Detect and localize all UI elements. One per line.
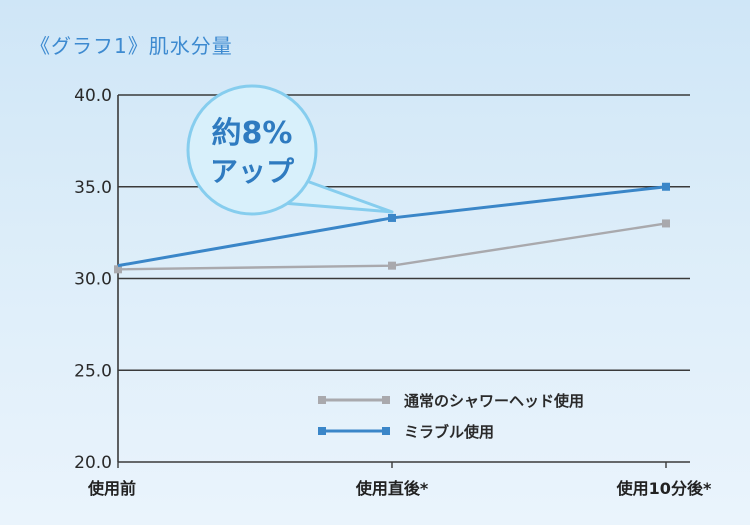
data-point [388, 213, 396, 222]
legend-marker [382, 396, 390, 404]
x-category-label: 使用前 [87, 479, 136, 498]
legend-label: ミラブル使用 [404, 423, 494, 441]
y-tick-label: 40.0 [74, 86, 112, 106]
callout-label-line1: 約8% [212, 116, 293, 151]
data-point [662, 219, 670, 228]
y-tick-label: 30.0 [74, 270, 112, 290]
chart-title: 《グラフ1》肌水分量 [30, 34, 233, 58]
x-category-label: 使用直後* [355, 479, 429, 498]
legend-marker [318, 427, 326, 435]
data-point [388, 261, 396, 270]
callout-seam [274, 174, 300, 198]
callout-label-line2: アップ [210, 155, 295, 188]
callout [186, 84, 394, 216]
legend-marker [382, 427, 390, 435]
legend-label: 通常のシャワーヘッド使用 [404, 392, 584, 410]
data-point [114, 265, 122, 274]
y-tick-label: 35.0 [74, 178, 112, 198]
series-line [117, 185, 667, 268]
x-category-label: 使用10分後* [616, 479, 712, 498]
legend-marker [318, 396, 326, 404]
data-point [662, 182, 670, 191]
y-tick-label: 25.0 [74, 361, 112, 381]
y-tick-label: 20.0 [74, 453, 112, 473]
